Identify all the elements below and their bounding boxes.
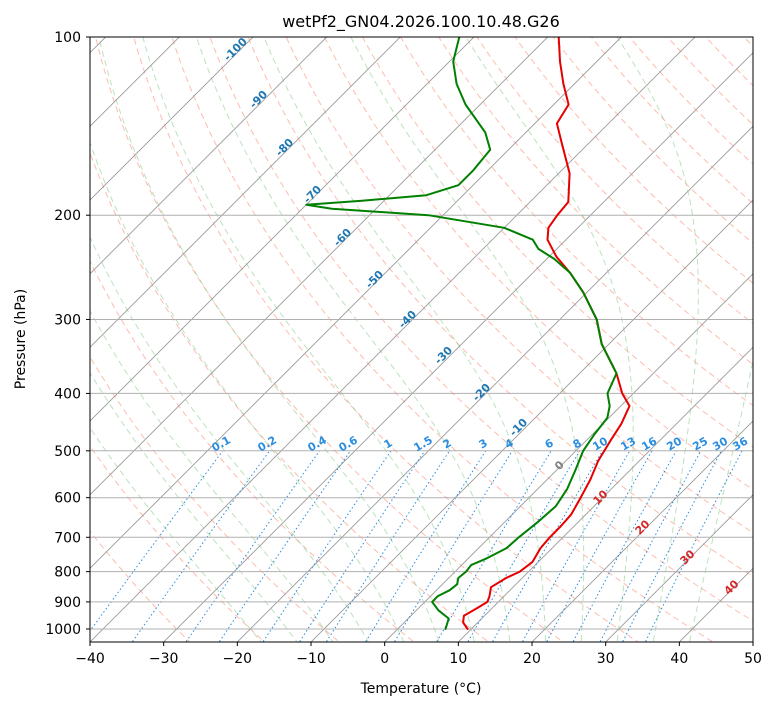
isotherm-line <box>605 494 753 642</box>
mixing-ratio-line <box>572 450 677 642</box>
moist-adiabat <box>688 358 753 642</box>
dry-adiabat <box>171 37 714 642</box>
x-tick-label: −30 <box>149 651 179 667</box>
mixing-ratio-line <box>262 450 392 642</box>
moist-adiabat <box>90 371 298 642</box>
moist-adiabat <box>263 37 546 642</box>
dry-adiabat <box>209 37 753 622</box>
isotherm-line <box>90 37 328 275</box>
dry-adiabat <box>361 37 753 448</box>
moist-adiabat <box>90 141 405 642</box>
profile-lines <box>305 37 631 630</box>
y-tick-label: 900 <box>54 595 81 611</box>
moist-adiabat <box>616 37 699 642</box>
isotherm-line <box>236 125 753 642</box>
moist-adiabat <box>90 309 334 642</box>
isotherm-line <box>90 37 401 348</box>
dry-adiabat <box>95 37 565 642</box>
y-tick-label: 800 <box>54 565 81 581</box>
mixing-ratio-line <box>299 450 426 642</box>
moist-adiabat <box>465 37 634 642</box>
plot-frame <box>89 36 754 643</box>
isotherm-line <box>310 199 753 642</box>
isotherm-line <box>163 52 753 642</box>
x-tick-label: 20 <box>523 651 541 667</box>
x-tick-label: 0 <box>380 651 389 667</box>
moist-adiabat <box>90 235 369 642</box>
y-tick-label: 700 <box>54 530 81 546</box>
y-axis-title: Pressure (hPa) <box>13 289 29 389</box>
mixing-ratio-line <box>326 450 451 642</box>
mixing-ratio-line <box>90 450 224 632</box>
background-lines <box>90 37 753 642</box>
dry-adiabat <box>133 37 640 642</box>
y-tick-label: 600 <box>54 491 81 507</box>
mixing-ratio-line <box>394 450 513 642</box>
moist-adiabat <box>90 426 262 642</box>
x-tick-label: −40 <box>75 651 105 667</box>
x-tick-label: 30 <box>597 651 615 667</box>
mixing-ratio-line <box>522 450 631 642</box>
y-tick-label: 200 <box>54 208 81 224</box>
dry-adiabat <box>247 37 753 578</box>
isotherm-line <box>90 37 549 496</box>
mixing-ratio-line <box>132 450 271 642</box>
series-line-temperature <box>462 37 631 630</box>
pressure-grid <box>90 37 753 630</box>
y-tick-label: 500 <box>54 444 81 460</box>
y-tick-label: 100 <box>54 30 81 46</box>
y-tick-label: 300 <box>54 312 81 328</box>
plot-background <box>90 37 753 642</box>
isotherm-line <box>457 346 753 642</box>
x-axis-title: Temperature (°C) <box>360 681 482 697</box>
isotherm-line <box>90 37 180 127</box>
moist-adiabat <box>98 37 440 642</box>
series-line-dewpoint <box>305 37 618 630</box>
x-tick-label: 10 <box>449 651 467 667</box>
isotherm-line <box>90 37 254 201</box>
dry-adiabat <box>285 37 753 534</box>
y-tick-label: 1000 <box>45 622 81 638</box>
dry-adiabat <box>514 37 753 284</box>
isotherm-line <box>90 37 622 569</box>
mixing-ratio-line <box>218 450 351 642</box>
dry-adiabat <box>90 355 340 642</box>
moist-adiabat <box>350 37 585 642</box>
x-axis: −40 −30 −20 −10 0 10 20 30 40 50 <box>75 642 762 667</box>
chart-title: wetPf2_GN04.2026.100.10.48.G26 <box>282 12 560 32</box>
mixing-ratio-line <box>546 450 653 642</box>
mixing-ratio-line <box>645 450 743 642</box>
isotherm-line <box>90 37 696 642</box>
dry-adiabat <box>590 37 753 205</box>
dry-adiabat <box>476 37 753 325</box>
dry-adiabat <box>90 151 490 642</box>
isotherm-line <box>531 420 753 642</box>
x-tick-label: −20 <box>223 651 253 667</box>
dry-adiabat <box>323 37 753 491</box>
dry-adiabat <box>628 37 753 165</box>
y-axis: 1000 900 800 700 600 500 400 300 200 100 <box>45 30 90 638</box>
moist-adiabat <box>142 37 475 642</box>
isotherm-line <box>384 273 753 642</box>
dry-adiabat <box>438 37 753 365</box>
moist-adiabat <box>196 37 511 642</box>
y-tick-label: 400 <box>54 386 81 402</box>
x-tick-label: 50 <box>744 651 762 667</box>
isotherm-line <box>90 37 475 422</box>
mixing-ratio-line <box>185 450 321 642</box>
x-tick-label: −10 <box>296 651 326 667</box>
x-tick-label: 40 <box>670 651 688 667</box>
